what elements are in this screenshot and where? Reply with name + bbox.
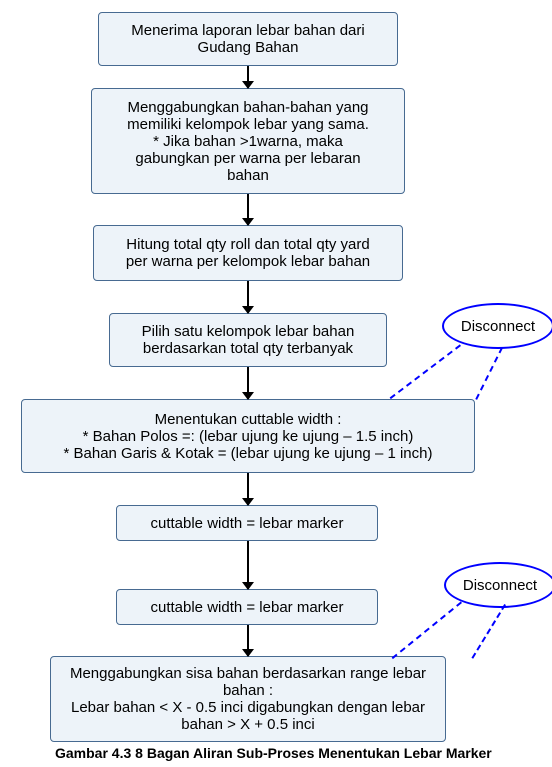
flowchart-canvas: Menerima laporan lebar bahan dari Gudang… (0, 0, 552, 767)
flow-node-label: cuttable width = lebar marker (150, 599, 343, 616)
flow-node: cuttable width = lebar marker (116, 589, 378, 625)
annotation-label: Disconnect (463, 577, 537, 594)
flow-node: Pilih satu kelompok lebar bahan berdasar… (109, 313, 387, 367)
annotation-dash (475, 347, 503, 400)
flow-node-label: Menentukan cuttable width : * Bahan Polo… (64, 411, 433, 462)
flow-arrow (247, 473, 249, 505)
flow-arrow (247, 281, 249, 313)
flow-node: Menggabungkan sisa bahan berdasarkan ran… (50, 656, 446, 742)
figure-caption: Gambar 4.3 8 Bagan Aliran Sub-Proses Men… (55, 745, 492, 761)
flow-arrow (247, 541, 249, 589)
annotation-label: Disconnect (461, 318, 535, 335)
flow-node: Menentukan cuttable width : * Bahan Polo… (21, 399, 475, 473)
flow-node-label: Hitung total qty roll dan total qty yard… (126, 236, 370, 270)
flow-node-label: Menggabungkan bahan-bahan yang memiliki … (127, 99, 369, 184)
flow-node: Menerima laporan lebar bahan dari Gudang… (98, 12, 398, 66)
annotation-dash (471, 604, 506, 659)
flow-arrow (247, 625, 249, 656)
flow-arrow (247, 367, 249, 399)
flow-node: cuttable width = lebar marker (116, 505, 378, 541)
flow-node-label: cuttable width = lebar marker (150, 515, 343, 532)
flow-node: Menggabungkan bahan-bahan yang memiliki … (91, 88, 405, 194)
flow-node-label: Pilih satu kelompok lebar bahan berdasar… (142, 323, 355, 357)
flow-arrow (247, 194, 249, 225)
annotation-dash (392, 601, 462, 659)
flow-node-label: Menerima laporan lebar bahan dari Gudang… (131, 22, 364, 56)
flow-node: Hitung total qty roll dan total qty yard… (93, 225, 403, 281)
flow-arrow (247, 66, 249, 88)
flow-node-label: Menggabungkan sisa bahan berdasarkan ran… (70, 665, 426, 733)
annotation-dash (390, 344, 461, 399)
annotation-ellipse: Disconnect (442, 303, 552, 349)
